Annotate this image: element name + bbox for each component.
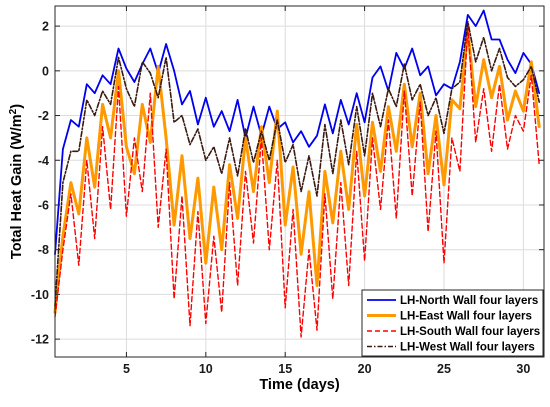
y-tick-label: -6 (38, 198, 49, 212)
plot-frame (54, 5, 545, 358)
series-line-2 (53, 29, 541, 314)
x-axis: 5 10 15 20 25 30 (123, 6, 530, 376)
y-tick-label: -4 (38, 154, 49, 168)
legend: LH-North Wall four layers LH-East Wall fo… (361, 289, 544, 357)
x-tick-label: 20 (358, 362, 372, 376)
x-tick-label: 15 (278, 362, 292, 376)
series-line-3 (54, 25, 540, 338)
y-tick-label: -2 (38, 109, 49, 123)
y-tick-label: 0 (42, 64, 49, 78)
legend-box (361, 289, 544, 357)
y-tick-label: -8 (38, 243, 49, 257)
x-tick-label: 25 (437, 362, 451, 376)
y-axis-title-main: Total Heat Gain (W/m (9, 114, 25, 259)
y-axis-title: Total Heat Gain (W/m2) (8, 104, 25, 259)
y-axis: 2 0 -2 -4 -6 -8 -10 -12 (31, 20, 544, 347)
y-tick-label: -12 (31, 333, 49, 347)
y-tick-label: -10 (31, 288, 49, 302)
x-tick-label: 10 (199, 362, 213, 376)
series-line-4 (54, 20, 541, 307)
series-line-1 (54, 9, 541, 256)
plot-lines (53, 9, 541, 338)
x-tick-label: 5 (123, 362, 130, 376)
y-axis-title-end: ) (9, 104, 25, 109)
legend-label: LH-South Wall four layers (400, 326, 540, 338)
x-axis-title: Time (days) (259, 377, 339, 393)
y-tick-label: 2 (42, 20, 49, 34)
legend-label: LH-West Wall four layers (400, 342, 535, 354)
legend-label: LH-East Wall four layers (400, 311, 532, 323)
y-axis-title-unit-exponent: 2 (8, 108, 19, 114)
legend-label: LH-North Wall four layers (400, 295, 538, 307)
x-tick-label: 30 (516, 362, 530, 376)
